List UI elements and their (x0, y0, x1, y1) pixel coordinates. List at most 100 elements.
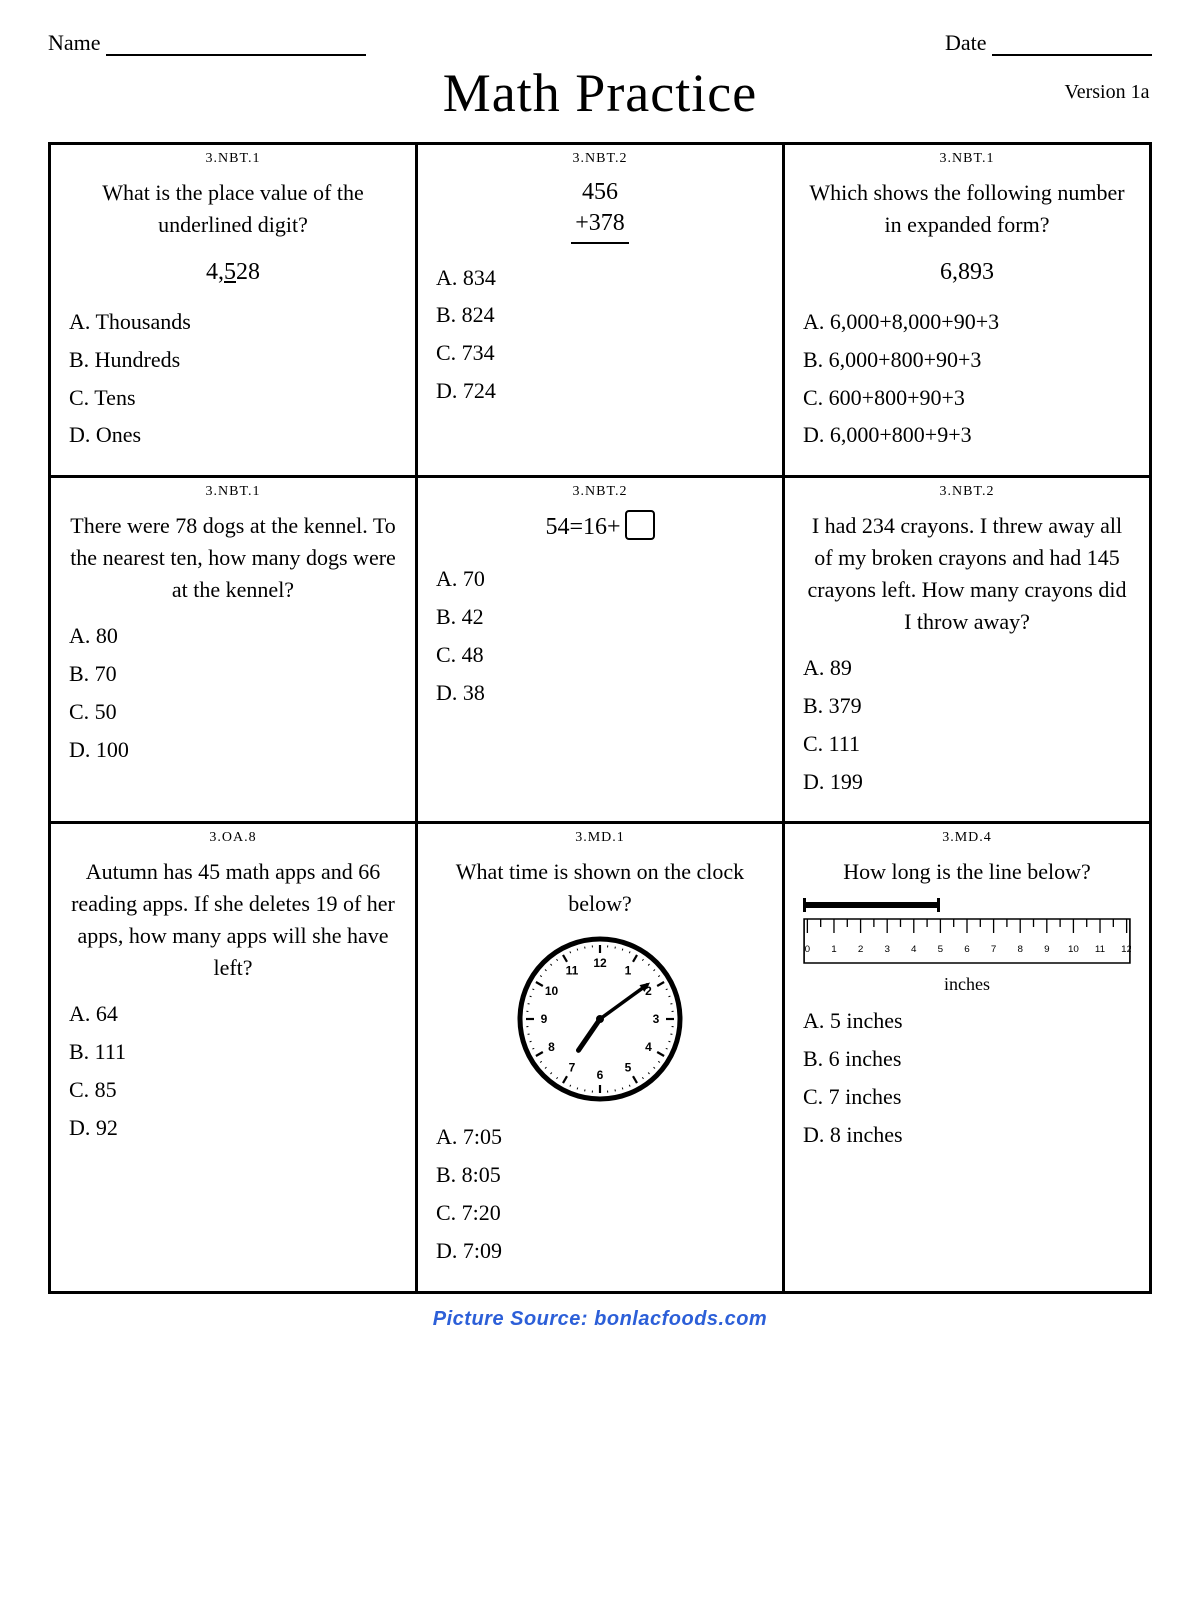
answer-option[interactable]: B. Hundreds (69, 344, 397, 376)
grid-cell: 3.MD.1What time is shown on the clock be… (417, 823, 784, 1292)
answer-option[interactable]: C. 85 (69, 1074, 397, 1106)
addition-problem: 456+378 (560, 177, 640, 243)
answer-option[interactable]: C. 734 (436, 337, 764, 369)
standard-label: 3.NBT.2 (785, 478, 1149, 504)
grid-cell: 3.NBT.1Which shows the following number … (784, 144, 1151, 477)
version-label: Version 1a (1062, 80, 1152, 104)
equation-line: 54=16+ (436, 510, 764, 545)
standard-label: 3.MD.4 (785, 824, 1149, 850)
cell-content: 54=16+ A. 70 B. 42 C. 48 D. 38 (418, 504, 782, 732)
page-title: Math Practice (443, 63, 757, 123)
svg-text:11: 11 (566, 964, 579, 978)
standard-label: 3.NBT.1 (51, 478, 415, 504)
svg-text:9: 9 (541, 1012, 548, 1026)
svg-text:7: 7 (569, 1061, 576, 1075)
grid-cell: 3.NBT.2I had 234 crayons. I threw away a… (784, 477, 1151, 823)
answer-option[interactable]: C. 50 (69, 696, 397, 728)
name-label: Name (48, 30, 101, 55)
answer-option[interactable]: D. 7:09 (436, 1235, 764, 1267)
grid-cell: 3.MD.4How long is the line below?0123456… (784, 823, 1151, 1292)
answer-option[interactable]: D. 724 (436, 375, 764, 407)
answer-option[interactable]: D. 38 (436, 677, 764, 709)
svg-text:1: 1 (625, 964, 632, 978)
answer-option[interactable]: C. 111 (803, 728, 1131, 760)
cell-content: What time is shown on the clock below? 12… (418, 850, 782, 1290)
cell-content: How long is the line below?0123456789101… (785, 850, 1149, 1174)
answer-option[interactable]: A. 7:05 (436, 1121, 764, 1153)
ruler-diagram: 0123456789101112inches (803, 902, 1131, 997)
cell-content: I had 234 crayons. I threw away all of m… (785, 504, 1149, 821)
cell-content: What is the place value of the underline… (51, 171, 415, 475)
answer-option[interactable]: D. 6,000+800+9+3 (803, 419, 1131, 451)
svg-text:3: 3 (884, 944, 889, 954)
answer-option[interactable]: C. 7:20 (436, 1197, 764, 1229)
grid-cell: 3.NBT.254=16+A. 70B. 42C. 48D. 38 (417, 477, 784, 823)
answer-option[interactable]: B. 824 (436, 299, 764, 331)
svg-text:6: 6 (597, 1068, 604, 1082)
svg-text:0: 0 (805, 944, 810, 954)
svg-text:5: 5 (938, 944, 943, 954)
answer-options: A. 6,000+8,000+90+3 B. 6,000+800+90+3 C. 6… (803, 306, 1131, 452)
answer-option[interactable]: A. 834 (436, 262, 764, 294)
svg-text:12: 12 (593, 956, 607, 970)
svg-text:4: 4 (911, 944, 916, 954)
question-value: 4,528 (69, 255, 397, 290)
answer-option[interactable]: D. Ones (69, 419, 397, 451)
answer-option[interactable]: B. 111 (69, 1036, 397, 1068)
answer-option[interactable]: A. 70 (436, 563, 764, 595)
cell-content: 456+378 A. 834 B. 824 C. 734 D. 724 (418, 171, 782, 431)
answer-option[interactable]: A. Thousands (69, 306, 397, 338)
picture-source: Picture Source: bonlacfoods.com (0, 1308, 1200, 1331)
cell-content: There were 78 dogs at the kennel. To the… (51, 504, 415, 789)
answer-option[interactable]: B. 42 (436, 601, 764, 633)
name-blank[interactable] (106, 30, 366, 56)
answer-option[interactable]: D. 100 (69, 734, 397, 766)
answer-option[interactable]: C. Tens (69, 382, 397, 414)
answer-option[interactable]: C. 7 inches (803, 1081, 1131, 1113)
worksheet-page: Name Date Math Practice Version 1a 3.NBT… (0, 0, 1200, 1304)
answer-option[interactable]: A. 80 (69, 620, 397, 652)
grid-cell: 3.NBT.2 456+378 A. 834 B. 824 C. 734 D. 724 (417, 144, 784, 477)
ruler-unit-label: inches (803, 971, 1131, 997)
question-text: What is the place value of the underline… (69, 177, 397, 241)
question-text: What time is shown on the clock below? (436, 856, 764, 920)
answer-option[interactable]: C. 600+800+90+3 (803, 382, 1131, 414)
svg-text:5: 5 (625, 1061, 632, 1075)
answer-options: A. 89 B. 379 C. 111 D. 199 (803, 652, 1131, 798)
answer-options: A. 64 B. 111 C. 85 D. 92 (69, 998, 397, 1144)
answer-option[interactable]: A. 64 (69, 998, 397, 1030)
clock-icon: 121234567891011 (436, 934, 764, 1113)
question-text: How long is the line below? (803, 856, 1131, 888)
question-value: 6,893 (803, 255, 1131, 290)
question-text: Autumn has 45 math apps and 66 reading a… (69, 856, 397, 984)
answer-option[interactable]: A. 89 (803, 652, 1131, 684)
answer-options: A. 70 B. 42 C. 48 D. 38 (436, 563, 764, 709)
date-field[interactable]: Date (945, 30, 1152, 56)
svg-text:9: 9 (1044, 944, 1049, 954)
answer-option[interactable]: D. 8 inches (803, 1119, 1131, 1151)
answer-option[interactable]: B. 8:05 (436, 1159, 764, 1191)
answer-option[interactable]: A. 5 inches (803, 1005, 1131, 1037)
answer-option[interactable]: B. 6,000+800+90+3 (803, 344, 1131, 376)
standard-label: 3.NBT.1 (785, 145, 1149, 171)
answer-option[interactable]: B. 6 inches (803, 1043, 1131, 1075)
svg-text:11: 11 (1095, 944, 1105, 954)
answer-option[interactable]: C. 48 (436, 639, 764, 671)
answer-box[interactable] (625, 510, 655, 540)
answer-option[interactable]: D. 199 (803, 766, 1131, 798)
answer-option[interactable]: B. 70 (69, 658, 397, 690)
answer-option[interactable]: D. 92 (69, 1112, 397, 1144)
standard-label: 3.NBT.1 (51, 145, 415, 171)
svg-text:2: 2 (858, 944, 863, 954)
standard-label: 3.OA.8 (51, 824, 415, 850)
answer-option[interactable]: A. 6,000+8,000+90+3 (803, 306, 1131, 338)
cell-content: Which shows the following number in expa… (785, 171, 1149, 475)
svg-text:12: 12 (1121, 944, 1131, 954)
title-row: Math Practice Version 1a (48, 62, 1152, 124)
date-blank[interactable] (992, 30, 1152, 56)
name-field[interactable]: Name (48, 30, 366, 56)
date-label: Date (945, 30, 987, 55)
answer-option[interactable]: B. 379 (803, 690, 1131, 722)
svg-text:1: 1 (831, 944, 836, 954)
standard-label: 3.NBT.2 (418, 145, 782, 171)
